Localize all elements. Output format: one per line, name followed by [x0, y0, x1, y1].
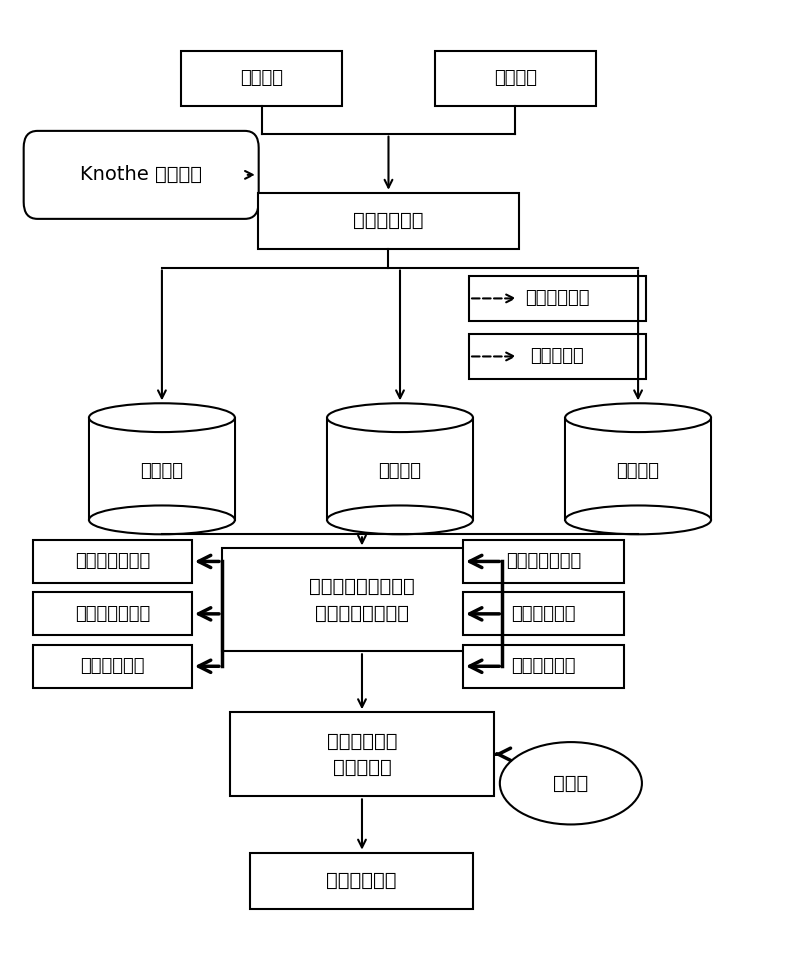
FancyBboxPatch shape	[181, 52, 342, 105]
Text: 插值与拟合: 插值与拟合	[530, 347, 584, 366]
Ellipse shape	[500, 742, 642, 825]
Text: 地质条件: 地质条件	[240, 69, 283, 88]
Text: 复垃时机选择: 复垃时机选择	[326, 871, 397, 890]
Bar	[90, 417, 234, 520]
Text: 面元数据: 面元数据	[617, 462, 659, 481]
Bar	[566, 417, 710, 520]
Text: 移动持续时间: 移动持续时间	[511, 657, 576, 676]
Text: 时序动态预计: 时序动态预计	[354, 212, 424, 230]
Text: 各阶段复垃效
率情景分析: 各阶段复垃效 率情景分析	[326, 731, 398, 777]
FancyBboxPatch shape	[469, 276, 646, 321]
FancyBboxPatch shape	[24, 131, 258, 218]
Text: 复耕率: 复耕率	[554, 774, 589, 793]
Ellipse shape	[565, 505, 711, 534]
Text: 自然地理条件: 自然地理条件	[525, 290, 590, 307]
Text: 采矿计划: 采矿计划	[494, 69, 537, 88]
Ellipse shape	[327, 404, 473, 432]
Bar	[328, 417, 472, 520]
Text: Knothe 时间函数: Knothe 时间函数	[80, 166, 202, 184]
Text: 积水出现时间: 积水出现时间	[511, 604, 576, 623]
Text: 地面沉陋动态时空发
展规律与情景模拟: 地面沉陋动态时空发 展规律与情景模拟	[309, 577, 415, 623]
FancyBboxPatch shape	[230, 712, 494, 797]
Ellipse shape	[565, 404, 711, 432]
FancyBboxPatch shape	[222, 548, 502, 651]
FancyBboxPatch shape	[434, 52, 596, 105]
Ellipse shape	[89, 505, 235, 534]
Text: 土地利用变化: 土地利用变化	[80, 657, 145, 676]
Text: 积水范围、面积: 积水范围、面积	[74, 604, 150, 623]
FancyBboxPatch shape	[469, 334, 646, 379]
Bar	[89, 417, 235, 520]
FancyBboxPatch shape	[33, 644, 192, 687]
Ellipse shape	[89, 404, 235, 432]
FancyBboxPatch shape	[258, 193, 519, 249]
FancyBboxPatch shape	[33, 540, 192, 583]
FancyBboxPatch shape	[463, 593, 624, 636]
Text: 点元数据: 点元数据	[141, 462, 183, 481]
Text: 沉陋范围、面积: 沉陋范围、面积	[74, 553, 150, 570]
FancyBboxPatch shape	[33, 593, 192, 636]
Bar	[327, 417, 473, 520]
FancyBboxPatch shape	[463, 644, 624, 687]
Ellipse shape	[327, 505, 473, 534]
Text: 地面坡度、坡向: 地面坡度、坡向	[506, 553, 582, 570]
Text: 线元数据: 线元数据	[378, 462, 422, 481]
FancyBboxPatch shape	[250, 852, 473, 909]
Bar	[565, 417, 711, 520]
FancyBboxPatch shape	[463, 540, 624, 583]
